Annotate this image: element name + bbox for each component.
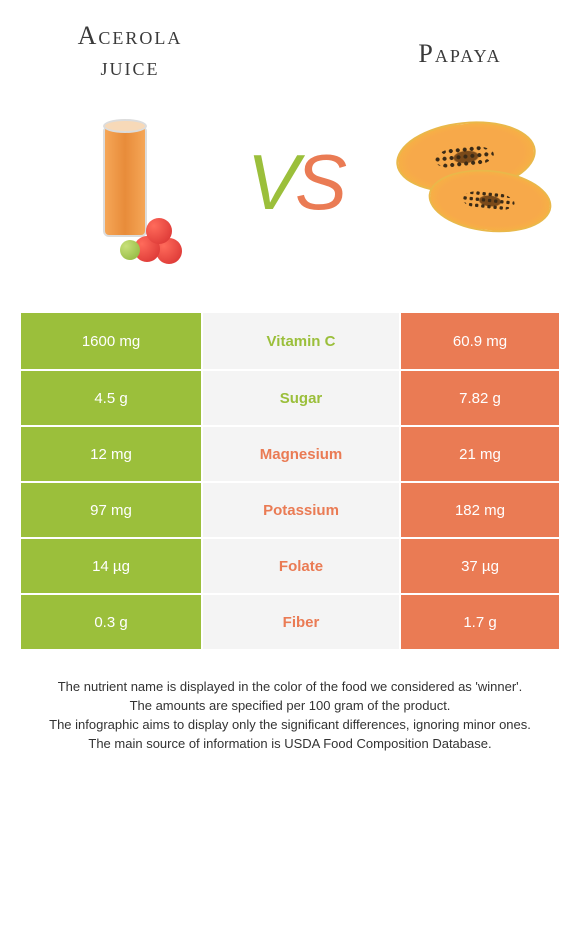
left-value-cell: 4.5 g bbox=[21, 369, 201, 425]
footnote-line: The infographic aims to display only the… bbox=[10, 716, 570, 735]
nutrient-label-cell: Magnesium bbox=[201, 425, 399, 481]
vs-s: S bbox=[295, 138, 343, 226]
footnote-line: The amounts are specified per 100 gram o… bbox=[10, 697, 570, 716]
nutrient-label-cell: Potassium bbox=[201, 481, 399, 537]
right-value-cell: 21 mg bbox=[399, 425, 559, 481]
header: Acerola juice Papaya bbox=[0, 0, 580, 82]
comparison-table: 1600 mgVitamin C60.9 mg4.5 gSugar7.82 g1… bbox=[20, 312, 560, 650]
nutrient-label-cell: Vitamin C bbox=[201, 313, 399, 369]
right-value-cell: 182 mg bbox=[399, 481, 559, 537]
left-value-cell: 12 mg bbox=[21, 425, 201, 481]
left-food-title: Acerola juice bbox=[40, 20, 220, 82]
left-title-line1: Acerola bbox=[78, 21, 183, 50]
papaya-icon bbox=[380, 122, 550, 242]
right-food-image bbox=[380, 92, 550, 272]
left-food-image bbox=[40, 92, 210, 272]
table-row: 14 µgFolate37 µg bbox=[21, 537, 559, 593]
footnote-line: The main source of information is USDA F… bbox=[10, 735, 570, 754]
juice-glass-icon bbox=[103, 127, 147, 237]
left-title-line2: juice bbox=[101, 52, 160, 81]
table-row: 1600 mgVitamin C60.9 mg bbox=[21, 313, 559, 369]
right-value-cell: 37 µg bbox=[399, 537, 559, 593]
footnote-line: The nutrient name is displayed in the co… bbox=[10, 678, 570, 697]
vs-v: V bbox=[247, 138, 295, 226]
nutrient-label-cell: Fiber bbox=[201, 593, 399, 649]
right-value-cell: 7.82 g bbox=[399, 369, 559, 425]
right-value-cell: 60.9 mg bbox=[399, 313, 559, 369]
left-value-cell: 14 µg bbox=[21, 537, 201, 593]
left-value-cell: 97 mg bbox=[21, 481, 201, 537]
right-food-title: Papaya bbox=[380, 38, 540, 69]
right-value-cell: 1.7 g bbox=[399, 593, 559, 649]
vs-label: VS bbox=[247, 137, 343, 228]
table-row: 4.5 gSugar7.82 g bbox=[21, 369, 559, 425]
nutrient-label-cell: Folate bbox=[201, 537, 399, 593]
table-row: 97 mgPotassium182 mg bbox=[21, 481, 559, 537]
table-row: 0.3 gFiber1.7 g bbox=[21, 593, 559, 649]
left-value-cell: 0.3 g bbox=[21, 593, 201, 649]
left-value-cell: 1600 mg bbox=[21, 313, 201, 369]
footnotes: The nutrient name is displayed in the co… bbox=[0, 650, 580, 753]
images-row: VS bbox=[0, 82, 580, 292]
table-row: 12 mgMagnesium21 mg bbox=[21, 425, 559, 481]
nutrient-label-cell: Sugar bbox=[201, 369, 399, 425]
